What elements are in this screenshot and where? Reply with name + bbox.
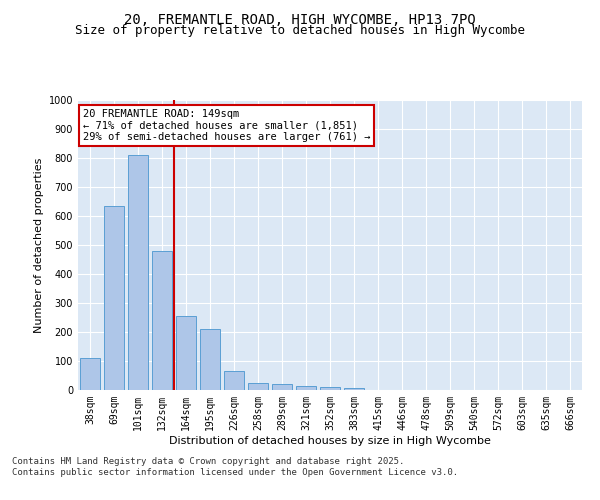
Bar [248, 383, 268, 390]
Text: Size of property relative to detached houses in High Wycombe: Size of property relative to detached ho… [75, 24, 525, 37]
Bar [128, 155, 148, 390]
Text: 20 FREMANTLE ROAD: 149sqm
← 71% of detached houses are smaller (1,851)
29% of se: 20 FREMANTLE ROAD: 149sqm ← 71% of detac… [83, 108, 371, 142]
X-axis label: Distribution of detached houses by size in High Wycombe: Distribution of detached houses by size … [169, 436, 491, 446]
Bar [296, 386, 316, 390]
Bar [176, 316, 196, 390]
Y-axis label: Number of detached properties: Number of detached properties [34, 158, 44, 332]
Bar [80, 358, 100, 390]
Bar [224, 371, 244, 390]
Bar [344, 388, 364, 390]
Bar [152, 251, 172, 390]
Bar [200, 329, 220, 390]
Text: Contains HM Land Registry data © Crown copyright and database right 2025.
Contai: Contains HM Land Registry data © Crown c… [12, 458, 458, 477]
Bar [272, 384, 292, 390]
Bar [320, 387, 340, 390]
Bar [104, 206, 124, 390]
Text: 20, FREMANTLE ROAD, HIGH WYCOMBE, HP13 7PQ: 20, FREMANTLE ROAD, HIGH WYCOMBE, HP13 7… [124, 12, 476, 26]
